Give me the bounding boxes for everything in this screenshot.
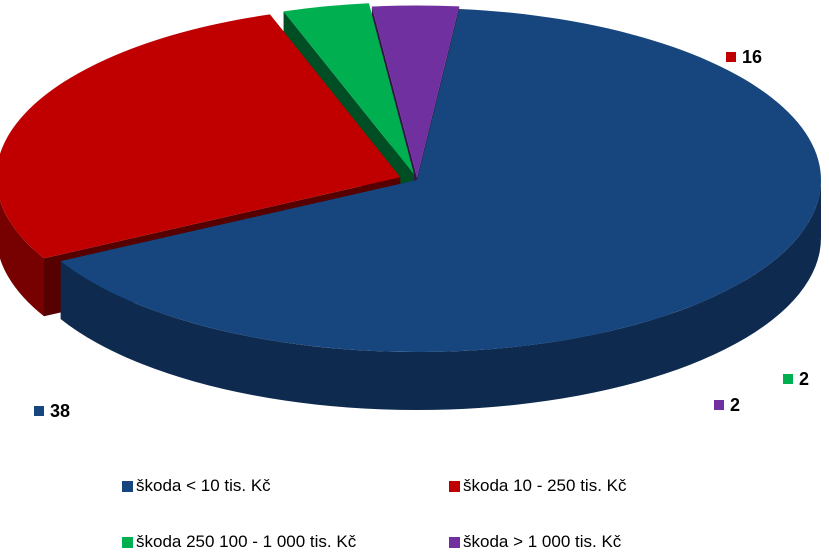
slice-top-0 <box>60 8 821 353</box>
pie-slice-0 <box>60 8 821 410</box>
data-label-2: 2 <box>799 369 809 389</box>
data-labels: 38 16 2 2 <box>34 47 809 421</box>
data-label-0: 38 <box>50 401 70 421</box>
data-label-swatch-0 <box>34 406 44 416</box>
pie-slices <box>0 3 821 410</box>
data-label-swatch-2 <box>783 374 793 384</box>
data-label-3: 2 <box>730 395 740 415</box>
slice-side-0-0 <box>60 180 821 410</box>
slice-top-2 <box>283 3 414 175</box>
slice-top-1 <box>0 14 401 259</box>
data-label-swatch-1 <box>726 52 736 62</box>
data-label-1: 16 <box>742 47 762 67</box>
slice-top-3 <box>371 5 460 178</box>
slice-side-1-0 <box>0 200 45 317</box>
data-label-swatch-3 <box>714 400 724 410</box>
